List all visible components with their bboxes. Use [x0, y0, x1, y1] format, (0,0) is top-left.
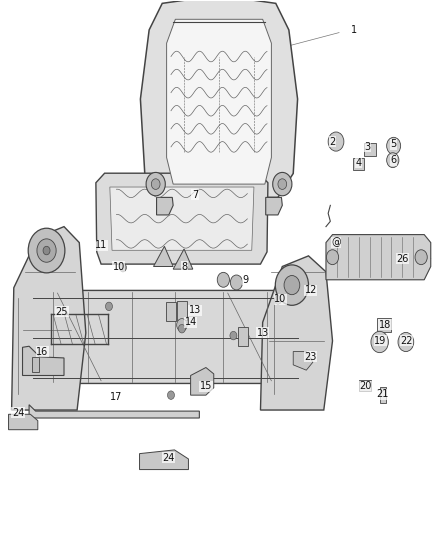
- Circle shape: [230, 332, 237, 340]
- Text: 12: 12: [304, 286, 317, 295]
- Circle shape: [146, 172, 165, 196]
- Circle shape: [398, 333, 414, 352]
- Circle shape: [328, 132, 344, 151]
- Text: 7: 7: [192, 190, 198, 200]
- Text: 17: 17: [110, 392, 123, 402]
- Polygon shape: [326, 235, 431, 280]
- Circle shape: [43, 246, 50, 255]
- Polygon shape: [293, 352, 313, 370]
- Circle shape: [326, 250, 339, 265]
- Bar: [238, 327, 248, 346]
- Circle shape: [284, 276, 300, 295]
- Polygon shape: [12, 227, 86, 410]
- Bar: [177, 301, 187, 320]
- Text: 6: 6: [391, 155, 397, 165]
- Circle shape: [177, 319, 187, 332]
- Circle shape: [276, 265, 308, 305]
- Text: 23: 23: [304, 352, 317, 362]
- Text: 22: 22: [400, 336, 413, 346]
- Text: 8: 8: [181, 262, 187, 271]
- Text: 15: 15: [200, 381, 212, 391]
- Text: 16: 16: [36, 346, 48, 357]
- Polygon shape: [22, 346, 64, 375]
- Polygon shape: [110, 187, 254, 251]
- Text: 25: 25: [56, 306, 68, 317]
- Polygon shape: [27, 290, 302, 383]
- Circle shape: [387, 153, 399, 167]
- Circle shape: [178, 325, 185, 333]
- Text: 26: 26: [396, 254, 409, 263]
- Circle shape: [167, 391, 174, 399]
- Circle shape: [387, 138, 401, 155]
- Text: 24: 24: [12, 408, 25, 418]
- Polygon shape: [141, 0, 297, 197]
- Text: 5: 5: [391, 139, 397, 149]
- Text: 18: 18: [379, 320, 391, 330]
- Circle shape: [28, 228, 65, 273]
- Bar: [359, 380, 371, 391]
- Text: 21: 21: [377, 389, 389, 399]
- Polygon shape: [173, 249, 193, 269]
- Text: 1: 1: [351, 25, 357, 35]
- Text: 20: 20: [359, 381, 371, 391]
- Circle shape: [217, 272, 230, 287]
- Circle shape: [106, 302, 113, 311]
- Text: 2: 2: [329, 136, 336, 147]
- Bar: [166, 302, 176, 321]
- Polygon shape: [166, 19, 272, 184]
- Text: 10: 10: [113, 262, 125, 271]
- Bar: [353, 158, 364, 169]
- Text: 10: 10: [274, 294, 286, 304]
- Text: 14: 14: [184, 317, 197, 327]
- Polygon shape: [156, 197, 173, 215]
- Text: 9: 9: [242, 275, 248, 285]
- Circle shape: [273, 172, 292, 196]
- Bar: [32, 357, 39, 372]
- Polygon shape: [29, 405, 199, 418]
- Circle shape: [371, 332, 389, 353]
- Text: 19: 19: [374, 336, 387, 346]
- Text: @: @: [331, 238, 341, 247]
- Polygon shape: [266, 197, 283, 215]
- Text: 3: 3: [364, 142, 371, 152]
- Circle shape: [120, 263, 127, 272]
- Bar: [377, 318, 391, 332]
- Text: 13: 13: [257, 328, 269, 338]
- Circle shape: [278, 179, 287, 189]
- Circle shape: [230, 275, 243, 290]
- Polygon shape: [153, 246, 173, 266]
- Circle shape: [415, 250, 427, 265]
- Polygon shape: [96, 173, 268, 264]
- Polygon shape: [140, 450, 188, 470]
- Text: 11: 11: [95, 240, 107, 250]
- Polygon shape: [191, 368, 214, 395]
- Circle shape: [275, 296, 282, 304]
- Text: 4: 4: [356, 158, 362, 168]
- Text: 24: 24: [162, 453, 175, 463]
- Circle shape: [37, 239, 56, 262]
- Polygon shape: [261, 256, 332, 410]
- Circle shape: [151, 179, 160, 189]
- Polygon shape: [9, 414, 38, 430]
- Text: 13: 13: [189, 305, 201, 315]
- Bar: [364, 143, 376, 156]
- Bar: [380, 387, 386, 403]
